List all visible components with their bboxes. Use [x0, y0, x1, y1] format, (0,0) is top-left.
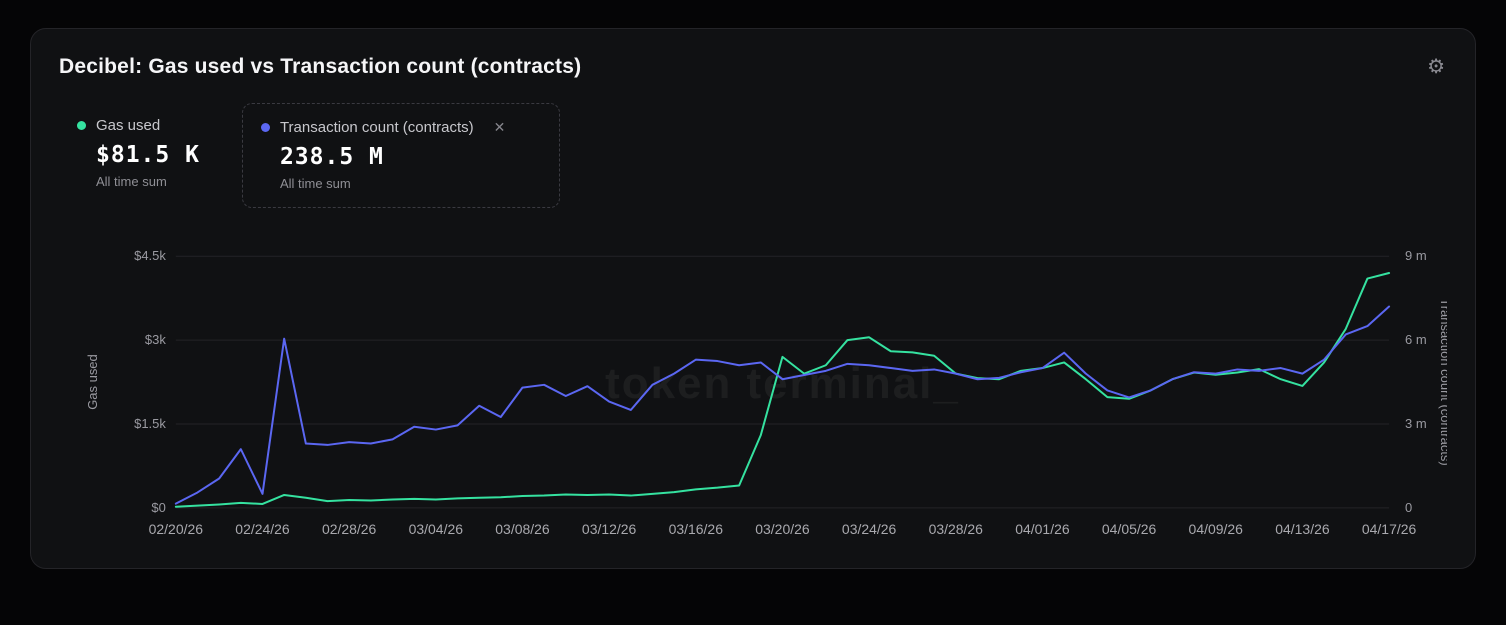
legend-gas-used[interactable]: Gas used $81.5 K All time sum — [59, 103, 220, 208]
x-axis-tick: 03/04/26 — [409, 521, 464, 537]
transaction-count-total: 238.5 M — [279, 144, 384, 170]
legend-label: Transaction count (contracts) — [279, 118, 474, 136]
left-axis-tick: $4.5k — [134, 248, 166, 263]
chart-card: Decibel: Gas used vs Transaction count (… — [30, 28, 1476, 569]
transaction-count-line — [174, 305, 1391, 505]
right-axis-tick: 3 m — [1405, 416, 1427, 431]
watermark: token terminal_ — [605, 359, 960, 408]
chart-area: $0 $1.5k $3k $4.5k 0 3 m 6 m 9 m 02/20/26 02/24/2… — [59, 242, 1453, 559]
transaction-count-dot-icon — [260, 122, 270, 132]
close-icon[interactable]: ✕ — [493, 119, 506, 135]
transaction-count-sublabel: All time sum — [279, 176, 351, 191]
right-axis-tick: 6 m — [1405, 332, 1427, 347]
card-header: Decibel: Gas used vs Transaction count (… — [59, 55, 1447, 79]
x-axis-tick: 03/20/26 — [755, 521, 810, 537]
x-axis-tick: 03/16/26 — [669, 521, 724, 537]
right-axis-tick: 0 — [1405, 500, 1412, 515]
gas-used-total: $81.5 K — [96, 142, 200, 168]
left-axis-title: Gas used — [85, 354, 100, 410]
x-axis-tick: 03/12/26 — [582, 521, 637, 537]
x-axis-tick: 03/08/26 — [495, 521, 550, 537]
legend: Gas used $81.5 K All time sum Transactio… — [59, 103, 1447, 208]
x-axis-tick: 03/24/26 — [842, 521, 897, 537]
x-axis-tick: 03/28/26 — [929, 521, 984, 537]
gas-used-dot-icon — [77, 121, 86, 130]
x-axis-tick: 04/13/26 — [1275, 521, 1330, 537]
x-axis-tick: 04/17/26 — [1362, 521, 1417, 537]
left-axis-tick: $0 — [151, 500, 165, 515]
chart-canvas[interactable]: $0 $1.5k $3k $4.5k 0 3 m 6 m 9 m 02/20/26 02/24/2… — [59, 242, 1453, 554]
gear-icon[interactable]: ⚙ — [1427, 56, 1445, 78]
gas-used-sublabel: All time sum — [96, 174, 167, 189]
x-axis-tick: 04/01/26 — [1015, 521, 1070, 537]
left-axis-tick: $3k — [145, 332, 166, 347]
legend-label: Gas used — [96, 117, 161, 134]
x-axis-tick: 02/20/26 — [149, 521, 204, 537]
left-axis-tick: $1.5k — [134, 416, 166, 431]
x-axis-tick: 02/28/26 — [322, 521, 377, 537]
right-axis-tick: 9 m — [1405, 248, 1427, 263]
page-title: Decibel: Gas used vs Transaction count (… — [59, 55, 582, 78]
x-axis-tick: 04/05/26 — [1102, 521, 1157, 537]
x-axis-tick: 04/09/26 — [1189, 521, 1244, 537]
right-axis-title: Transaction count (contracts) — [1438, 298, 1447, 465]
legend-transaction-count[interactable]: Transaction count (contracts) ✕ 238.5 M … — [241, 103, 560, 208]
x-axis-tick: 02/24/26 — [235, 521, 290, 537]
